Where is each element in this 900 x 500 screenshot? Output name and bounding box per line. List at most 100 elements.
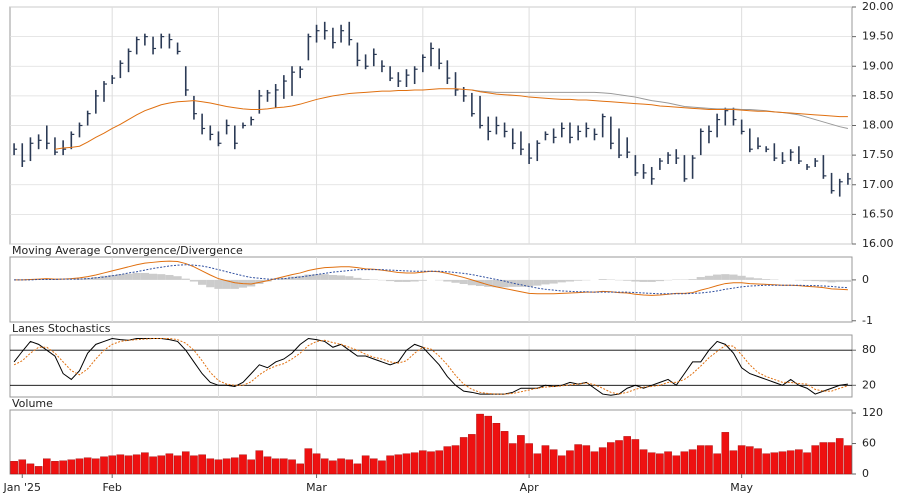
volume-bar: [337, 458, 345, 475]
volume-bar: [623, 436, 631, 475]
histogram-bar: [516, 279, 526, 287]
volume-bar: [607, 442, 615, 475]
y-tick-label: 17.50: [862, 148, 894, 161]
volume-bar: [42, 458, 51, 475]
volume-bar: [198, 454, 206, 475]
histogram-bar: [811, 279, 820, 282]
histogram-bar: [99, 275, 109, 280]
volume-bar: [615, 440, 623, 475]
volume-bar: [75, 458, 84, 475]
volume-bar: [378, 460, 386, 475]
volume-bar: [746, 446, 754, 475]
volume-bar: [827, 442, 836, 475]
histogram-bar: [165, 274, 174, 280]
volume-bar: [116, 454, 125, 475]
volume-bar: [280, 458, 288, 475]
histogram-bar: [108, 274, 117, 280]
histogram-bar: [181, 278, 190, 280]
volume-bar: [206, 458, 215, 475]
volume-bar: [214, 459, 223, 475]
volume-bar: [157, 455, 166, 475]
volume-bar: [435, 450, 443, 475]
volume-bar: [132, 454, 141, 475]
histogram-bar: [762, 279, 771, 280]
volume-bar: [304, 448, 313, 475]
x-tick-label: Feb: [102, 481, 121, 494]
volume-bar: [83, 457, 92, 475]
y-tick-label: 18.50: [862, 89, 894, 102]
histogram-bar: [459, 279, 468, 284]
histogram-bar: [402, 279, 411, 282]
histogram-bar: [525, 279, 534, 287]
histogram-bar: [230, 279, 239, 289]
volume-bar: [394, 454, 403, 475]
histogram-bar: [835, 279, 844, 282]
histogram-bar: [655, 279, 664, 282]
volume-bar: [181, 451, 190, 475]
volume-bar: [762, 453, 770, 475]
volume-bar: [533, 453, 542, 475]
y-tick-label: 60: [862, 437, 876, 450]
volume-bar: [222, 458, 231, 475]
histogram-bar: [819, 279, 828, 282]
histogram-bar: [320, 274, 329, 280]
y-tick-label: 20.00: [862, 0, 894, 13]
volume-bar: [410, 452, 419, 475]
y-tick-label: 16.00: [862, 237, 894, 250]
histogram-bar: [353, 277, 362, 280]
volume-bar: [558, 455, 566, 475]
volume-bar: [590, 451, 599, 475]
volume-bar: [10, 461, 18, 475]
histogram-bar: [222, 279, 231, 289]
histogram-bar: [336, 275, 346, 280]
volume-bar: [451, 445, 460, 475]
volume-bar: [419, 450, 427, 475]
y-tick-label: 80: [862, 343, 876, 356]
histogram-bar: [328, 274, 337, 280]
volume-bar: [361, 455, 370, 475]
volume-bar: [353, 463, 362, 475]
histogram-bar: [75, 278, 84, 280]
volume-bar: [688, 449, 697, 475]
volume-bar: [369, 458, 378, 475]
histogram-bar: [296, 275, 305, 280]
volume-bar: [713, 453, 721, 475]
histogram-bar: [189, 279, 199, 282]
volume-bar: [819, 442, 828, 475]
histogram-bar: [737, 275, 746, 280]
histogram-bar: [802, 279, 812, 281]
volume-bar: [173, 455, 182, 475]
histogram-bar: [124, 273, 133, 280]
x-tick-label: Mar: [306, 481, 327, 494]
histogram-bar: [721, 274, 730, 280]
volume-bar: [705, 445, 713, 475]
volume-bar: [508, 443, 517, 475]
volume-bar: [443, 446, 452, 475]
histogram-bar: [696, 277, 705, 280]
volume-bar: [525, 443, 533, 475]
volume-bar: [811, 445, 820, 475]
volume-bar: [255, 450, 264, 475]
histogram-bar: [206, 279, 215, 288]
histogram-bar: [541, 279, 550, 285]
volume-bar: [574, 444, 582, 475]
histogram-bar: [647, 279, 656, 282]
volume-bar: [770, 452, 779, 475]
volume-bar: [639, 449, 648, 475]
volume-bar: [835, 438, 844, 475]
volume-bar: [92, 458, 100, 475]
volume-bar: [803, 452, 811, 475]
histogram-bar: [500, 279, 509, 288]
volume-bar: [598, 447, 607, 475]
volume-bar: [312, 453, 321, 475]
volume-bar: [26, 463, 35, 475]
histogram-bar: [173, 276, 182, 280]
histogram-bar: [574, 279, 583, 281]
y-tick-label: 19.00: [862, 59, 894, 72]
histogram-bar: [688, 279, 697, 280]
histogram-bar: [745, 277, 754, 280]
histogram-bar: [443, 279, 452, 282]
histogram-bar: [386, 279, 395, 282]
histogram-bar: [843, 279, 852, 282]
